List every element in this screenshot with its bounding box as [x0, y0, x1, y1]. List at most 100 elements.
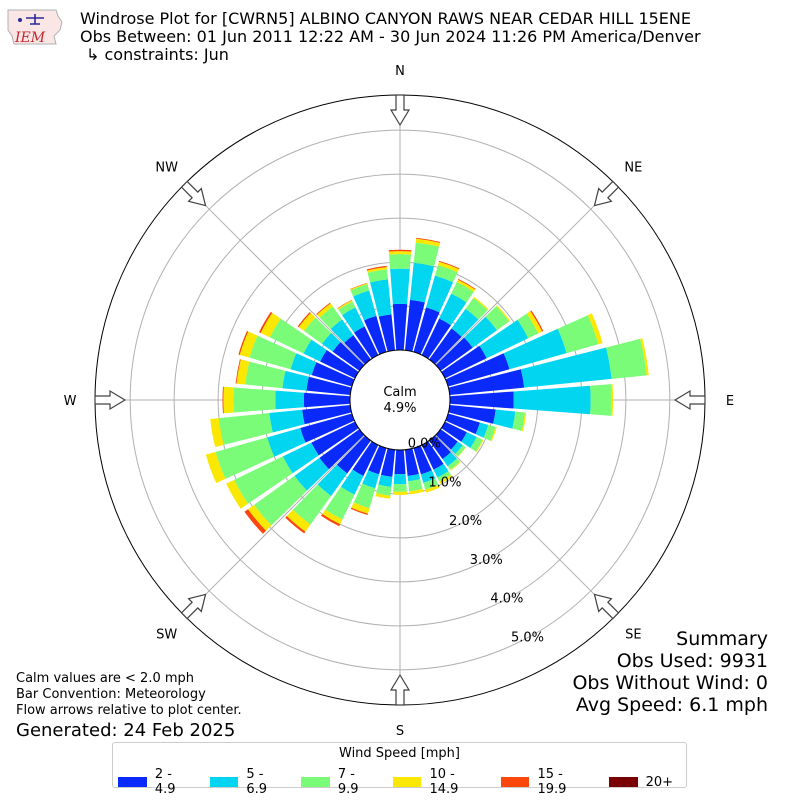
wind-bar-segment — [611, 384, 614, 416]
wind-bar-segment — [226, 479, 248, 509]
legend-swatch — [500, 777, 530, 787]
wind-bar-segment — [292, 484, 332, 525]
wind-bar-segment — [448, 404, 496, 424]
wind-bar-segment — [404, 299, 425, 352]
wind-bar-segment — [423, 478, 439, 490]
logo-text: IEM — [14, 30, 46, 46]
calm-value: 4.9% — [383, 401, 416, 416]
wind-bar-segment — [464, 316, 498, 348]
wind-bar-segment — [342, 307, 365, 333]
wind-bar-segment — [244, 509, 267, 534]
legend: Wind Speed [mph] 2 - 4.9 5 - 6.9 7 - 9.9 10… — [112, 742, 687, 797]
legend-swatch — [301, 777, 330, 787]
wind-bar-segment — [254, 475, 307, 526]
radial-tick-label: 1.0% — [428, 475, 461, 490]
wind-bars — [205, 237, 649, 534]
wind-bar-segment — [421, 441, 444, 470]
wind-bar-segment — [380, 448, 396, 477]
flow-arrow-sw — [180, 593, 207, 620]
wind-bar-segment — [475, 422, 489, 438]
notes-block: Calm values are < 2.0 mph Bar Convention… — [16, 671, 242, 719]
wind-bar-segment — [302, 404, 352, 425]
grid-spoke — [183, 435, 365, 617]
wind-bar-segment — [376, 484, 392, 496]
wind-bar-segment — [557, 315, 599, 354]
wind-bar-segment — [479, 319, 529, 359]
direction-label-ne: NE — [624, 161, 642, 176]
wind-bar-segment — [483, 424, 496, 441]
wind-bar-segment — [416, 237, 441, 243]
wind-bar-segment — [640, 338, 649, 376]
wind-bar-segment — [375, 493, 391, 499]
wind-bar-segment — [319, 306, 343, 329]
wind-bar-segment — [350, 284, 370, 297]
wind-bar-segment — [320, 350, 359, 379]
wind-bar-segment — [445, 353, 510, 387]
wind-bar-segment — [290, 353, 317, 376]
wind-bar-segment — [319, 429, 365, 470]
wind-bar-segment — [513, 385, 591, 415]
wind-bar-segment — [322, 509, 343, 525]
direction-label-n: N — [395, 64, 405, 79]
arrow-shape — [180, 180, 207, 207]
wind-bar-segment — [493, 409, 516, 429]
wind-bar-segment — [441, 345, 487, 379]
iem-logo: IEM — [7, 9, 63, 46]
wind-bar-segment — [451, 282, 474, 303]
wind-bar-segment — [526, 311, 543, 334]
wind-bar-segment — [282, 370, 309, 391]
arrow-shape — [593, 180, 620, 207]
wind-bar-segment — [325, 486, 355, 520]
legend-label: 7 - 9.9 — [337, 767, 359, 797]
wind-bar-segment — [353, 326, 379, 359]
wind-bar-segment — [269, 409, 305, 433]
wind-bar-segment — [236, 359, 250, 385]
calm-circle — [349, 349, 451, 451]
wind-bar-segment — [215, 437, 275, 479]
wind-bar-segment — [437, 471, 451, 482]
wind-bar-segment — [337, 300, 353, 310]
summary-block: Summary Obs Used: 9931 Obs Without Wind:… — [572, 628, 768, 716]
wind-bar-segment — [210, 418, 224, 448]
grid-spoke — [435, 435, 617, 617]
wind-bar-segment — [438, 260, 460, 270]
direction-label-w: W — [64, 394, 77, 409]
wind-bar-segment — [336, 435, 371, 474]
wind-bar-segment — [457, 447, 466, 457]
wind-bar-segment — [473, 296, 489, 311]
wind-bar-segment — [238, 330, 249, 355]
wind-bar-segment — [249, 335, 297, 370]
bar-convention-note: Bar Convention: Meteorology — [16, 687, 206, 702]
wind-bar-segment — [330, 319, 354, 343]
wind-bar-segment — [350, 283, 368, 291]
arrow-shape — [673, 389, 706, 411]
wind-bar-segment — [317, 464, 348, 496]
wind-bar-segment — [364, 315, 387, 355]
wind-bar-segment — [521, 412, 527, 432]
wind-bar-segment — [441, 421, 467, 442]
wind-bar-segment — [297, 311, 311, 328]
wind-bar-segment — [285, 516, 306, 534]
wind-bar-segment — [445, 413, 480, 435]
generated-date: Generated: 24 Feb 2025 — [16, 720, 236, 741]
wind-bar-segment — [245, 361, 286, 389]
legend-item: 20+ — [608, 767, 673, 797]
legend-item: 10 - 14.9 — [392, 767, 488, 797]
chart-subtitle: Obs Between: 01 Jun 2011 12:22 AM - 30 J… — [80, 27, 701, 46]
wind-bar-segment — [407, 474, 421, 482]
wind-bar-segment — [353, 483, 376, 509]
wind-bar-segment — [388, 249, 412, 252]
wind-bar-segment — [370, 279, 392, 317]
wind-bar-segment — [587, 313, 603, 345]
chart-title: Windrose Plot for [CWRN5] ALBINO CANYON … — [80, 9, 691, 28]
wind-bar-segment — [490, 426, 497, 442]
wind-bar-segment — [409, 488, 424, 495]
wind-bar-segment — [435, 429, 458, 450]
wind-bar-segment — [239, 331, 258, 358]
title-block: Windrose Plot for [CWRN5] ALBINO CANYON … — [80, 10, 701, 64]
wind-bar-segment — [367, 267, 387, 273]
direction-label-e: E — [726, 394, 734, 409]
wind-bar-segment — [425, 484, 440, 493]
legend-label: 2 - 4.9 — [154, 767, 176, 797]
